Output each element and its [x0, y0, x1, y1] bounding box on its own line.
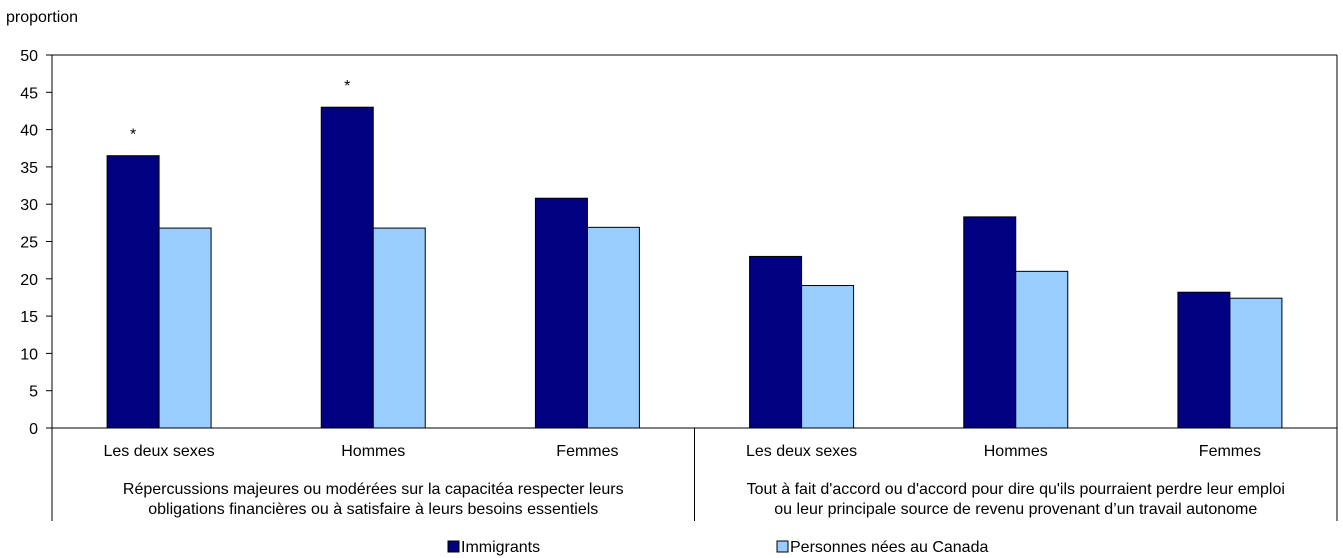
y-tick-label: 50: [20, 48, 38, 65]
legend: Immigrants Personnes nées au Canada: [447, 539, 988, 556]
y-tick-label: 40: [20, 123, 38, 140]
x-tick-label: Les deux sexes: [103, 443, 214, 460]
x-tick-label: Femmes: [556, 443, 618, 460]
x-tick-label: Les deux sexes: [746, 443, 857, 460]
y-axis: 0 5 10 15 20 25 30 35 40 45 50: [20, 48, 1338, 438]
bar-canada-born: [158, 227, 212, 429]
y-axis-label: proportion: [6, 9, 78, 26]
bar-immigrants: [534, 197, 588, 429]
bar-immigrants: [320, 106, 374, 429]
bar-canada-born: [1015, 270, 1069, 429]
legend-label: Immigrants: [461, 539, 540, 556]
bar-immigrants: [1177, 291, 1231, 429]
bar-canada-born: [801, 285, 855, 429]
x-tick-label: Hommes: [984, 443, 1048, 460]
bar-immigrants: [106, 155, 160, 429]
bar-canada-born: [586, 226, 640, 429]
legend-label: Personnes nées au Canada: [790, 539, 988, 556]
bar-canada-born: [1229, 297, 1283, 429]
group-label: Répercussions majeures ou modérées sur l…: [123, 481, 624, 498]
bar-immigrants: [963, 216, 1017, 429]
y-tick-label: 30: [20, 197, 38, 214]
significance-marker: *: [130, 127, 136, 144]
y-tick-label: 5: [29, 384, 38, 401]
group-label: ou leur principale source de revenu prov…: [774, 501, 1257, 518]
bars: **: [106, 78, 1283, 429]
x-axis: Les deux sexes Hommes Femmes Les deux sexes…: [51, 427, 1338, 521]
group-label: Tout à fait d'accord ou d'accord pour di…: [747, 481, 1285, 498]
y-tick-label: 0: [29, 421, 38, 438]
significance-marker: *: [344, 78, 350, 95]
legend-swatch: [776, 540, 789, 553]
legend-swatch: [447, 540, 460, 553]
y-tick-label: 10: [20, 346, 38, 363]
y-tick-label: 25: [20, 235, 38, 252]
y-tick-label: 45: [20, 85, 38, 102]
bar-immigrants: [749, 255, 803, 429]
y-tick-label: 35: [20, 160, 38, 177]
group-label: obligations financières ou à satisfaire …: [148, 501, 598, 518]
x-tick-label: Femmes: [1199, 443, 1261, 460]
bar-canada-born: [372, 227, 426, 429]
y-tick-label: 20: [20, 272, 38, 289]
y-tick-label: 15: [20, 309, 38, 326]
x-tick-label: Hommes: [341, 443, 405, 460]
